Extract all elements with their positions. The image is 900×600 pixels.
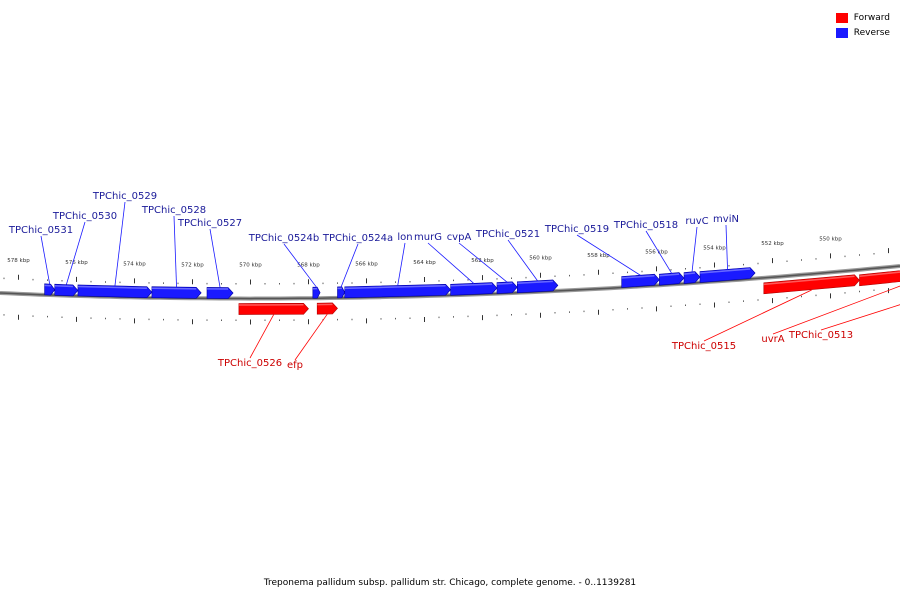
gene-leader-line [397,242,406,286]
gene-leader-line [772,285,900,335]
gene-arrow [450,282,498,296]
gene-arrow-highlight [450,283,493,287]
gene-arrow [621,273,660,288]
legend-label-reverse: Reverse [853,27,890,38]
gene-label: TPChic_0526 [217,358,282,369]
gene-arrow-highlight [344,285,446,290]
legend-label-forward: Forward [853,12,890,23]
gene-leader-line [249,314,275,359]
gene-label: TPChic_0521 [475,229,540,240]
scale-label: 570 kbp [239,263,262,269]
scale-label: 552 kbp [761,241,784,247]
scale-label: 558 kbp [587,253,610,259]
gene-arrow [683,271,701,284]
gene-arrow [659,272,685,286]
gene-label: TPChic_0524a [322,233,393,244]
gene-arrow-highlight [763,275,855,286]
gene-label: TPChic_0527 [177,218,242,229]
scale-label: 568 kbp [297,262,320,268]
legend-swatch-reverse [835,27,848,38]
gene-label: TPChic_0515 [671,341,736,352]
scale-label: 572 kbp [181,262,204,268]
gene-leader-line [340,243,359,288]
gene-label: TPChic_0528 [141,205,206,216]
gene-arrow [77,284,153,299]
gene-arrow [344,283,452,299]
gene-label: TPChic_0524b [248,233,320,244]
gene-arrow-highlight [77,285,147,289]
gene-label: TPChic_0519 [544,224,609,235]
gene-arrow-highlight [517,280,553,285]
gene-arrow-highlight [859,271,900,278]
gene-label: mviN [713,214,739,225]
gene-arrow-highlight [659,273,680,277]
scale-label: 562 kbp [471,258,494,264]
gene-label: murG [414,232,442,243]
gene-leader-line [645,230,673,274]
scale-label: 578 kbp [7,258,30,264]
gene-leader-line [114,201,126,287]
gene-arrow [763,274,860,295]
scale-label: 556 kbp [645,249,668,255]
gene-leader-line [691,226,698,273]
gene-leader-line [725,224,728,270]
gene-label: TPChic_0529 [92,191,157,202]
scale-label: 560 kbp [529,256,552,262]
gene-label: TPChic_0531 [8,225,73,236]
gene-leader-line [173,215,177,288]
scale-label: 574 kbp [123,261,146,267]
genome-caption: Treponema pallidum subsp. pallidum str. … [263,578,637,588]
legend-item-forward: Forward [835,10,890,25]
gene-arrow [316,302,338,315]
legend-item-reverse: Reverse [835,25,890,40]
legend: Forward Reverse [835,10,890,40]
gene-arrow [238,302,309,315]
scale-label: 576 kbp [65,260,88,266]
gene-label: TPChic_0518 [613,220,678,231]
gene-arrow-highlight [54,284,73,288]
gene-arrow [44,283,56,296]
gene-arrow [517,279,559,294]
gene-label: lon [397,232,412,243]
gene-leader-line [294,313,328,361]
gene-leader-line [703,289,812,342]
gene-label: efp [287,360,303,371]
gene-leader-line [427,242,475,284]
gene-label: TPChic_0530 [52,211,117,222]
scale-label: 550 kbp [819,236,842,242]
gene-arrow-highlight [621,274,655,279]
gene-label: cvpA [447,232,472,243]
gene-leader-line [458,242,508,283]
gene-label: TPChic_0513 [788,330,853,341]
scale-label: 566 kbp [355,261,378,267]
gene-leader-line [820,304,900,331]
gene-arrow-highlight [151,287,197,290]
gene-arrow [54,283,79,297]
gene-arrow [699,267,756,283]
gene-label: ruvC [685,216,708,227]
scale-label: 554 kbp [703,246,726,252]
gene-arrow [859,270,900,287]
gene-arrow [496,281,518,294]
gene-leader-line [283,243,317,288]
scale-label: 564 kbp [413,260,436,266]
legend-swatch-forward [835,12,848,23]
gene-leader-line [576,234,641,276]
gene-leader-line [40,235,51,285]
gene-arrow-highlight [496,282,513,285]
gene-leader-line [507,239,538,282]
gene-arrow-highlight [683,272,696,275]
gene-arrow [151,286,202,299]
gene-arrow [206,287,234,299]
gene-leader-line [209,228,221,288]
gene-label: uvrA [761,334,784,345]
gene-arrow-highlight [699,268,751,274]
gene-leader-line [65,221,86,285]
genome-backbone [0,265,900,300]
